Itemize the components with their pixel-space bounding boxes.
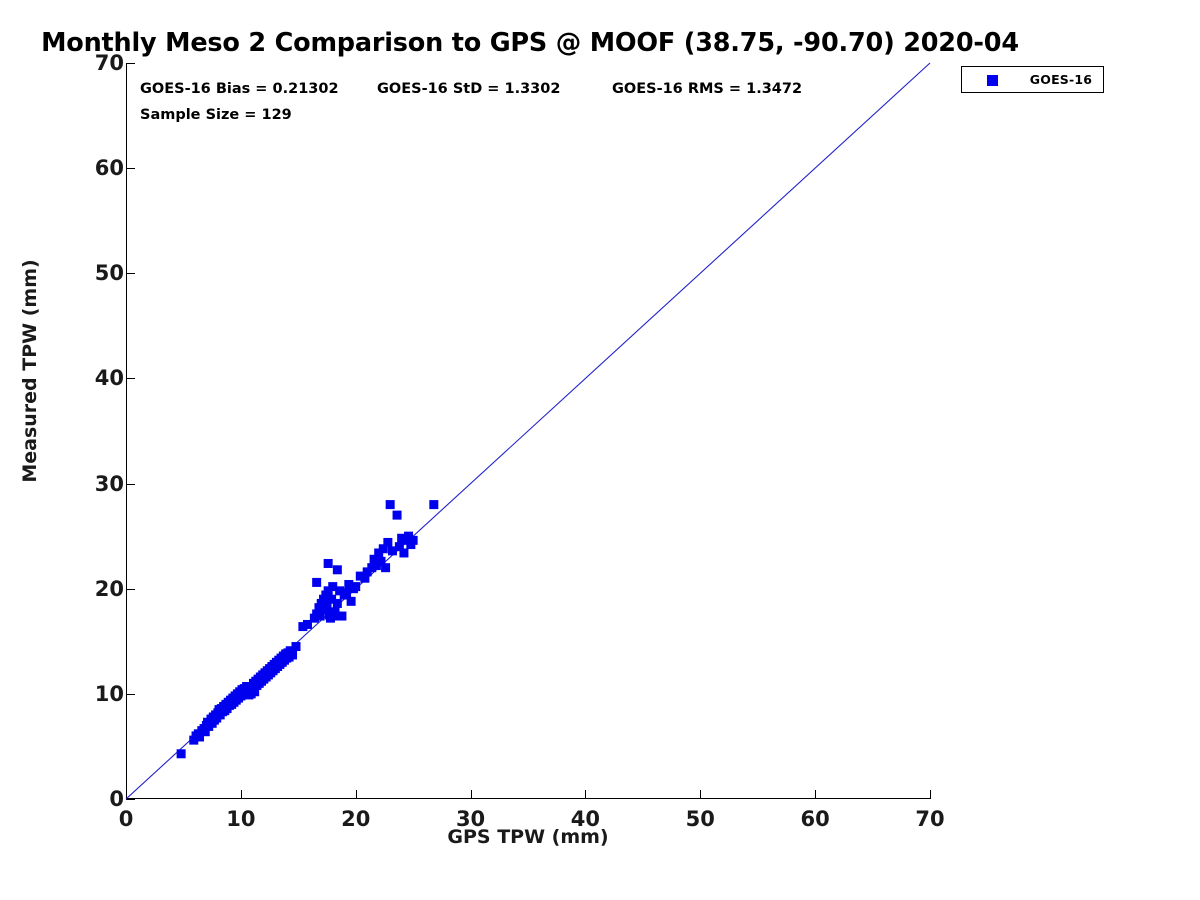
data-point <box>360 573 370 583</box>
data-point <box>399 548 409 558</box>
data-point <box>385 500 395 510</box>
data-point <box>381 563 391 573</box>
data-point <box>344 580 354 590</box>
data-point <box>374 548 384 558</box>
y-tick-mark <box>126 588 135 590</box>
data-point <box>176 749 186 759</box>
data-point <box>200 727 210 737</box>
y-tick-label: 0 <box>109 787 124 811</box>
y-tick-label: 60 <box>94 156 124 181</box>
data-point <box>332 598 342 608</box>
y-tick-mark <box>126 168 135 170</box>
x-tick-label: 60 <box>800 807 830 831</box>
y-tick-mark <box>126 799 135 800</box>
data-point <box>327 594 337 604</box>
data-point <box>404 531 414 541</box>
scatter-plot-canvas <box>125 62 931 800</box>
data-point <box>330 607 340 617</box>
data-point <box>394 542 404 552</box>
data-point <box>355 571 365 581</box>
data-point <box>332 565 342 575</box>
data-point <box>367 563 377 573</box>
plot-area: 0 10 20 30 40 50 60 70 0 10 20 30 40 50 60 70 GOES-16 … <box>95 51 945 831</box>
data-point <box>291 642 301 652</box>
data-point <box>397 533 407 543</box>
page-title: Monthly Meso 2 Comparison to GPS @ MOOF … <box>41 28 1019 58</box>
x-tick-label: 40 <box>570 807 601 831</box>
x-tick-mark <box>700 790 702 799</box>
x-tick-label: 20 <box>341 807 371 831</box>
data-point <box>362 567 372 577</box>
statistics-annotation: GOES-16 Bias = 0.21302 GOES-16 StD = 1.3… <box>140 76 920 128</box>
rms-stat: GOES-16 RMS = 1.3472 <box>612 81 803 97</box>
y-axis-line <box>126 63 127 799</box>
x-tick-mark <box>355 790 357 799</box>
data-points-group <box>176 500 439 759</box>
legend-marker-icon <box>987 75 998 86</box>
data-point <box>335 586 345 596</box>
data-point <box>429 500 439 510</box>
std-stat: GOES-16 StD = 1.3302 <box>377 81 561 97</box>
data-point <box>342 588 352 598</box>
x-tick-label: 70 <box>915 807 945 831</box>
y-tick-mark <box>126 273 135 275</box>
x-tick-mark <box>815 790 817 799</box>
y-axis-label: Measured TPW (mm) <box>19 259 41 483</box>
data-point <box>322 603 332 613</box>
data-point <box>323 558 333 568</box>
data-point <box>288 650 298 660</box>
legend-item-label: GOES-16 <box>1029 72 1093 87</box>
bias-stat: GOES-16 Bias = 0.21302 <box>140 81 339 97</box>
y-tick-label: 30 <box>94 471 124 496</box>
data-point <box>376 556 386 566</box>
sample-size-stat: Sample Size = 129 <box>140 107 292 123</box>
data-point <box>337 611 347 621</box>
statistics-row-2: Sample Size = 129 <box>140 102 920 128</box>
data-point <box>387 546 397 556</box>
y-tick-mark <box>126 693 135 695</box>
data-point <box>346 596 356 606</box>
y-tick-mark <box>126 378 135 380</box>
data-point <box>369 554 379 564</box>
y-tick-label: 10 <box>94 681 124 706</box>
y-tick-label: 70 <box>94 51 124 75</box>
data-point <box>392 510 402 520</box>
x-tick-mark <box>930 790 931 799</box>
statistics-row-1: GOES-16 Bias = 0.21302 GOES-16 StD = 1.3… <box>140 76 920 102</box>
x-tick-label: 0 <box>118 807 134 831</box>
data-point <box>302 619 312 629</box>
x-tick-mark <box>126 790 127 799</box>
data-point <box>383 537 393 547</box>
legend[interactable]: GOES-16 <box>961 66 1104 93</box>
y-tick-label: 50 <box>94 261 124 286</box>
y-tick-mark <box>126 63 135 64</box>
data-point <box>351 582 361 592</box>
data-point <box>323 586 333 596</box>
data-point <box>250 687 260 697</box>
y-tick-label: 40 <box>94 366 124 391</box>
x-tick-label: 30 <box>455 807 486 831</box>
y-tick-mark <box>126 483 135 485</box>
data-point <box>378 544 388 554</box>
data-point <box>408 535 418 545</box>
x-axis-line <box>126 798 930 799</box>
data-point <box>312 577 322 587</box>
data-point <box>195 732 205 742</box>
x-tick-label: 10 <box>226 807 256 831</box>
data-point <box>298 622 308 632</box>
x-axis-label: GPS TPW (mm) <box>447 826 609 848</box>
y-tick-label: 20 <box>94 576 124 601</box>
data-point <box>328 582 338 592</box>
data-point <box>371 561 381 571</box>
x-tick-mark <box>470 790 472 799</box>
data-point <box>315 611 325 621</box>
x-tick-label: 50 <box>685 807 715 831</box>
x-tick-mark <box>585 790 587 799</box>
x-tick-mark <box>240 790 242 799</box>
